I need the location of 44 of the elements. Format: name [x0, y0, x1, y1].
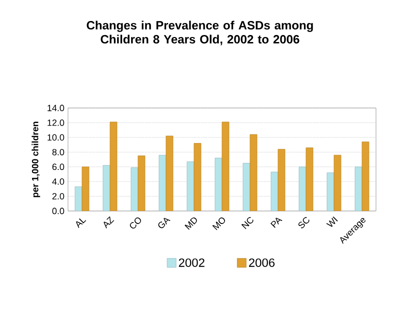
x-tick-label: PA — [270, 218, 282, 228]
bar — [326, 172, 334, 211]
bar — [110, 122, 118, 211]
x-tick-label: AL — [76, 218, 86, 228]
bar — [334, 154, 342, 211]
bar — [214, 158, 222, 211]
legend-label: 2006 — [248, 258, 275, 267]
y-tick-label: 2.0 — [52, 193, 64, 200]
x-tick-label: MO — [212, 217, 226, 230]
x-tick-label: NC — [241, 217, 254, 230]
y-tick-label: 12.0 — [48, 120, 64, 126]
bar — [186, 161, 194, 211]
bar — [306, 148, 314, 211]
bar — [194, 143, 202, 211]
x-tick-label: MD — [184, 217, 197, 230]
bar — [102, 165, 110, 211]
y-tick-label: 10.0 — [48, 134, 64, 141]
x-tick-label: SC — [298, 217, 310, 228]
bar — [222, 122, 230, 211]
bar — [74, 186, 82, 211]
bar — [138, 156, 146, 211]
x-tick-label: AZ — [104, 216, 114, 228]
x-tick-label: WI — [326, 216, 338, 227]
bar — [166, 136, 174, 211]
bar — [270, 172, 278, 211]
x-tick-label: CO — [130, 217, 142, 229]
bar — [278, 148, 286, 211]
y-tick-label: 8.0 — [52, 148, 64, 156]
y-axis-title: per 1,000 children — [32, 122, 40, 198]
x-tick-label: GA — [158, 218, 170, 228]
y-tick-label: 6.0 — [52, 164, 64, 170]
bar — [158, 154, 166, 211]
bar — [354, 166, 362, 211]
bar — [250, 134, 258, 211]
bar — [82, 166, 90, 211]
bar — [298, 166, 306, 211]
y-tick-label: 4.0 — [52, 178, 64, 185]
y-tick-label: 14.0 — [48, 104, 64, 112]
chart-title: Changes in Prevalence of ASDs among Children 8 Years Old, 2002 to 2006 — [86, 20, 313, 46]
bar — [242, 162, 250, 211]
bar — [362, 142, 370, 211]
bar — [130, 167, 138, 211]
legend-label: 2002 — [178, 258, 204, 267]
y-tick-label: 0.0 — [52, 208, 64, 214]
